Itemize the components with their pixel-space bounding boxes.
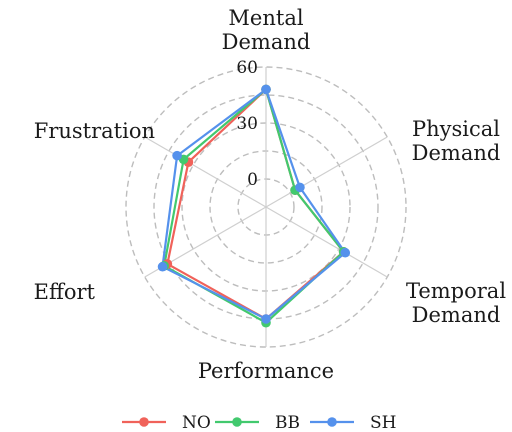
grid-spoke	[265, 206, 388, 278]
legend-swatch-marker	[327, 417, 337, 427]
radial-tick-label: 0	[247, 170, 258, 190]
data-point-sh	[157, 261, 168, 272]
axis-label: Physical Demand	[412, 117, 501, 165]
radial-ticks: 0 30 60	[236, 58, 258, 190]
axis-label-line: Physical	[412, 117, 500, 141]
legend-swatch-marker	[139, 417, 149, 427]
data-point-sh	[340, 247, 351, 258]
axis-label: Frustration	[34, 119, 155, 143]
radial-tick-label: 30	[236, 114, 258, 134]
axis-label: Temporal Demand	[406, 279, 506, 327]
legend-swatch-marker	[232, 417, 242, 427]
data-point-sh	[261, 314, 271, 324]
series-layer	[157, 84, 351, 328]
grid-ring	[125, 66, 407, 348]
axis-label-line: Demand	[222, 30, 311, 54]
legend-label: NO	[182, 413, 211, 432]
axis-label: Performance	[198, 359, 334, 383]
legend-label: BB	[275, 413, 300, 432]
data-point-sh	[261, 84, 271, 95]
axis-label: Mental Demand	[222, 6, 311, 54]
legend: NO BB SH	[122, 413, 396, 432]
grid-spoke	[144, 136, 267, 208]
radial-tick-label: 60	[236, 58, 258, 78]
legend-label: SH	[370, 413, 396, 432]
data-point-sh	[172, 150, 182, 161]
axis-label-line: Mental	[228, 6, 303, 30]
grid-spoke	[265, 136, 388, 208]
axis-label-line: Effort	[34, 280, 96, 304]
axis-label-line: Demand	[412, 141, 501, 165]
axis-label-line: Demand	[412, 303, 501, 327]
axis-label-line: Temporal	[406, 279, 506, 303]
axis-label-line: Performance	[198, 359, 334, 383]
axis-label: Effort	[34, 280, 96, 304]
axis-label-line: Frustration	[34, 119, 155, 143]
data-point-sh	[295, 182, 305, 193]
radar-grid	[125, 66, 407, 348]
